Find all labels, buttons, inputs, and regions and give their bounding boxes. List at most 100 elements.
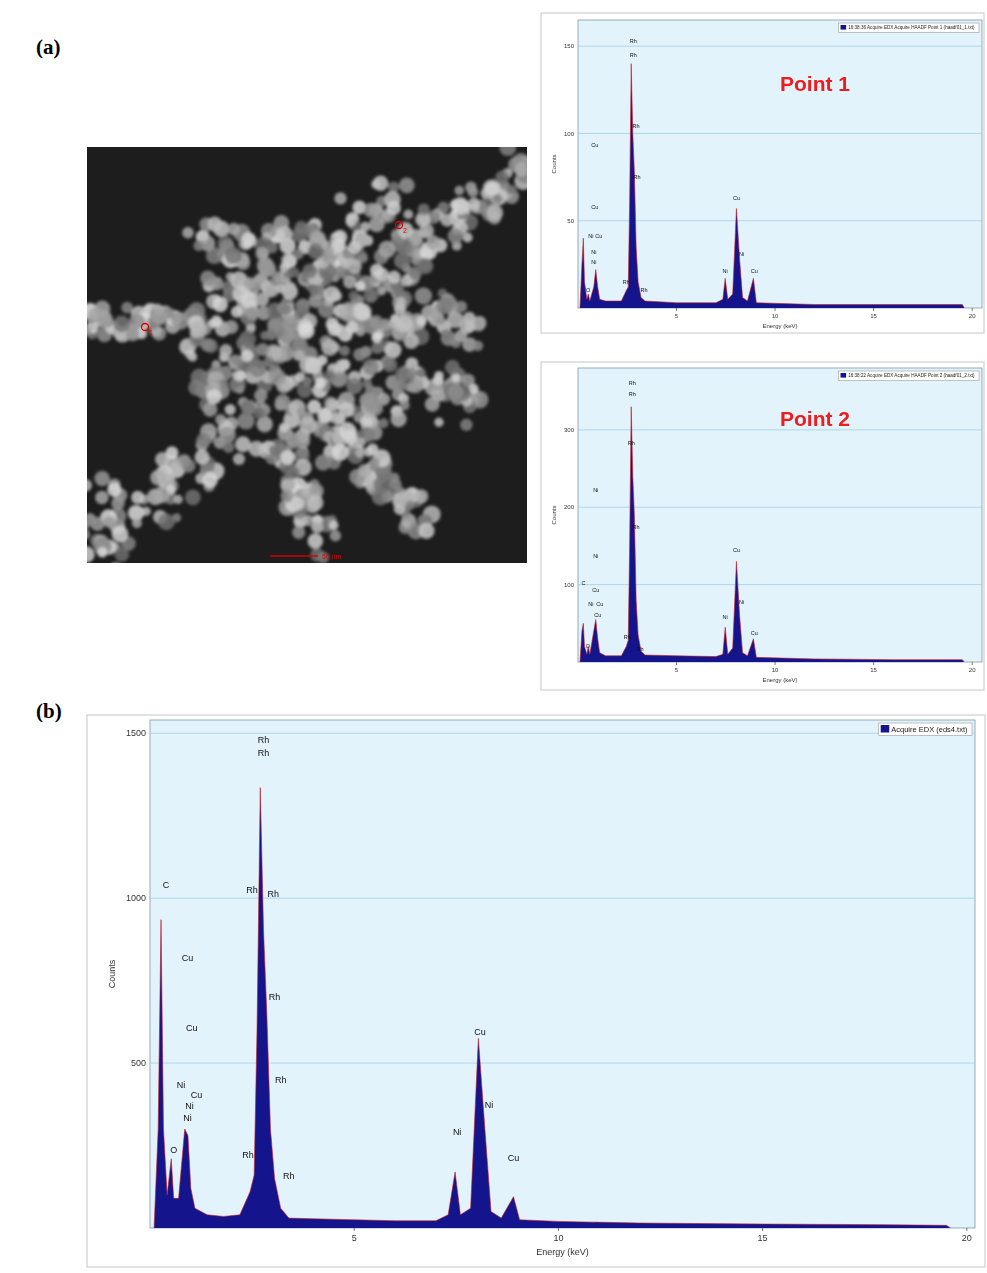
particle xyxy=(297,407,307,417)
particle xyxy=(258,443,268,453)
particle xyxy=(244,277,256,289)
particle xyxy=(467,186,478,197)
particle xyxy=(391,411,407,427)
particle xyxy=(224,320,238,334)
particle xyxy=(202,472,218,488)
element-label: Cu xyxy=(751,630,758,636)
point-label: 1 xyxy=(149,329,153,336)
particle xyxy=(188,380,204,396)
legend-swatch xyxy=(841,373,847,378)
particle xyxy=(87,479,92,492)
element-label: Cu xyxy=(591,142,598,148)
y-tick-label: 200 xyxy=(564,504,575,510)
x-tick-label: 20 xyxy=(962,1233,972,1243)
tick-mark xyxy=(775,308,776,311)
grid-line xyxy=(578,584,982,585)
element-label: Rh xyxy=(269,992,281,1002)
point-marker xyxy=(142,324,149,331)
particle xyxy=(292,498,305,511)
particle xyxy=(328,322,342,336)
element-label: Cu xyxy=(592,587,599,593)
grid-line xyxy=(150,1063,975,1064)
particle xyxy=(282,315,299,332)
grid-line xyxy=(150,733,975,734)
legend-label: Acquire EDX (eds4.txt) xyxy=(891,725,968,734)
particle xyxy=(415,287,432,304)
grid-line xyxy=(578,46,982,47)
particle xyxy=(193,240,204,251)
particle xyxy=(158,514,175,531)
particle xyxy=(311,522,323,534)
particle xyxy=(285,282,297,294)
particle xyxy=(360,222,370,232)
particle xyxy=(104,516,116,528)
particle xyxy=(267,331,277,341)
particle xyxy=(255,247,269,261)
particle xyxy=(361,393,379,411)
particle xyxy=(294,350,304,360)
particle xyxy=(280,304,291,315)
particle xyxy=(213,297,228,312)
y-tick-label: 500 xyxy=(131,1058,146,1068)
legend: Acquire EDX (eds4.txt) xyxy=(879,723,972,736)
particle xyxy=(417,258,433,274)
element-label: Rh xyxy=(246,885,258,895)
particle xyxy=(445,360,460,375)
element-label: Ni xyxy=(453,1127,462,1137)
particle xyxy=(332,444,349,461)
legend-swatch xyxy=(841,25,847,30)
plot-data xyxy=(154,788,950,1228)
particle xyxy=(301,488,310,497)
x-tick-label: 5 xyxy=(675,313,679,319)
element-label: Ni xyxy=(185,1101,194,1111)
particle xyxy=(403,210,413,220)
background xyxy=(0,0,987,1273)
particle xyxy=(323,286,340,303)
x-tick-label: 15 xyxy=(870,313,877,319)
particle xyxy=(308,533,324,549)
x-tick-label: 10 xyxy=(772,667,779,673)
element-label: Cu xyxy=(474,1027,486,1037)
particle xyxy=(472,340,483,351)
element-label: Rh xyxy=(623,279,630,285)
particle xyxy=(240,400,255,415)
element-label: Ni xyxy=(588,233,593,239)
tick-mark xyxy=(873,662,874,665)
particle xyxy=(327,399,339,411)
particle xyxy=(324,370,335,381)
spectrum-fill xyxy=(154,788,950,1228)
particle xyxy=(219,379,228,388)
element-label: Ni xyxy=(177,1080,186,1090)
particle xyxy=(95,491,109,505)
particle xyxy=(386,201,401,216)
particle xyxy=(395,380,406,391)
particle xyxy=(426,235,440,249)
particle xyxy=(256,343,269,356)
element-label: Ni xyxy=(723,268,728,274)
particle xyxy=(219,426,236,443)
particle xyxy=(231,306,243,318)
y-tick-label: 300 xyxy=(564,427,575,433)
particle xyxy=(339,345,350,356)
tick-mark xyxy=(558,1228,559,1231)
x-tick-label: 15 xyxy=(758,1233,768,1243)
particle xyxy=(508,185,517,194)
particle xyxy=(355,281,366,292)
y-axis-title: Counts xyxy=(551,154,557,173)
element-label: Cu xyxy=(751,268,758,274)
x-tick-label: 5 xyxy=(675,667,679,673)
element-label: Cu xyxy=(186,1023,198,1033)
particle xyxy=(395,315,413,333)
particle xyxy=(353,348,366,361)
particle xyxy=(448,384,464,400)
particle xyxy=(107,483,121,497)
y-tick-label: 1000 xyxy=(126,893,146,903)
tick-mark xyxy=(966,1228,967,1231)
element-label: Ni xyxy=(739,251,744,257)
particle xyxy=(288,399,305,416)
panel-frame xyxy=(541,362,984,690)
particle xyxy=(363,289,377,303)
particle xyxy=(281,450,296,465)
tick-mark xyxy=(873,308,874,311)
particle xyxy=(281,490,294,503)
